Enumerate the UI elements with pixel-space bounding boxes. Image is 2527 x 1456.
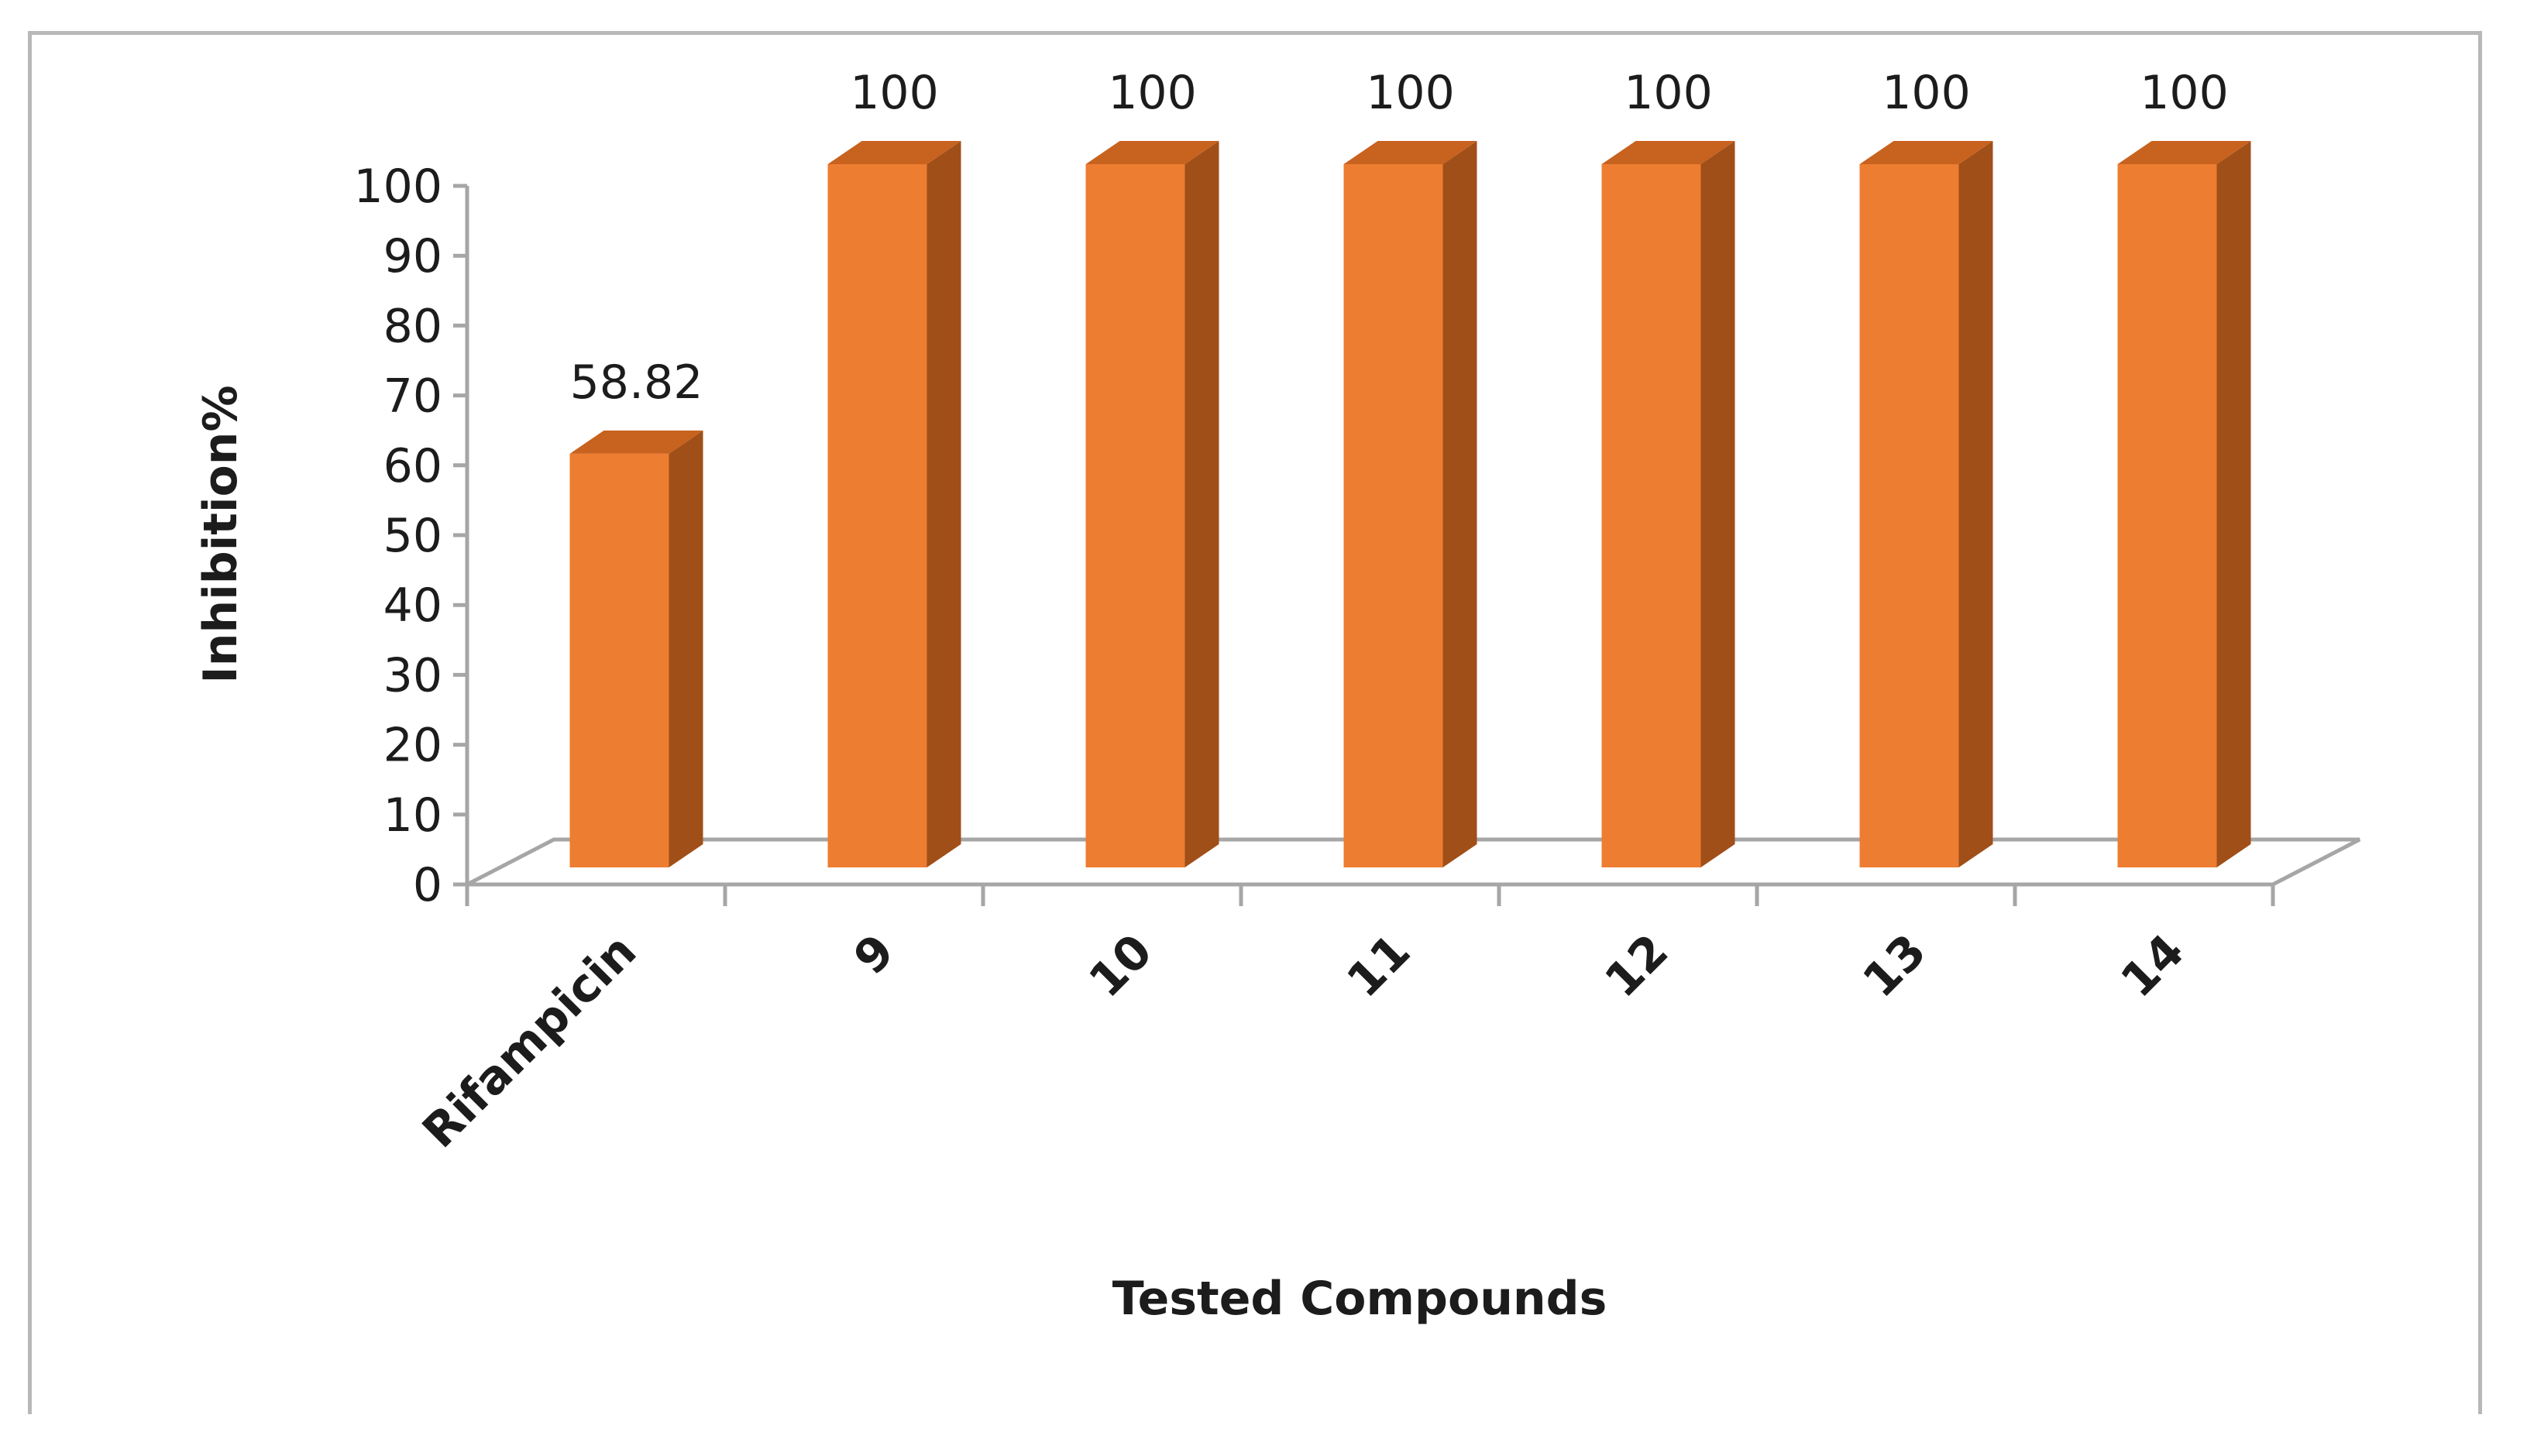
bar-series	[569, 141, 2251, 867]
data-label: 100	[1366, 66, 1455, 120]
category-label: 9	[844, 924, 905, 985]
category-label: 11	[1337, 924, 1422, 1008]
data-labels: 58.82 100 100 100 100 100 100	[570, 66, 2229, 410]
bar-front-face	[569, 453, 669, 867]
y-tick-label: 40	[383, 579, 442, 633]
bar	[827, 141, 961, 867]
bar-top-face	[1601, 141, 1735, 164]
bar-front-face	[1601, 164, 1701, 867]
category-labels: Rifampicin 9 10 11 12 13 14	[412, 924, 2195, 1159]
bar-top-face	[569, 430, 703, 454]
bar	[2117, 141, 2251, 867]
y-tick-label: 90	[383, 229, 442, 283]
category-label: 12	[1595, 924, 1680, 1008]
y-axis: 0 10 20 30 40 50 60 70 80 90 100	[353, 160, 469, 912]
category-label: 13	[1853, 924, 1937, 1008]
x-axis-title: Tested Compounds	[1112, 1272, 1607, 1326]
bar-side-face	[2216, 141, 2251, 867]
data-label: 100	[1624, 66, 1713, 120]
category-label: 14	[2111, 924, 2195, 1008]
bar-top-face	[827, 141, 961, 164]
category-label: 10	[1079, 924, 1164, 1008]
bar-side-face	[927, 141, 961, 867]
data-label: 100	[2140, 66, 2229, 120]
data-label: 100	[850, 66, 939, 120]
y-tick-label: 0	[413, 858, 442, 912]
y-axis-title: Inhibition%	[194, 385, 248, 683]
y-tick-label: 20	[383, 719, 442, 773]
data-label: 58.82	[570, 355, 703, 410]
bar-front-face	[1859, 164, 1959, 867]
bar-side-face	[1184, 141, 1219, 867]
category-label: Rifampicin	[412, 924, 647, 1159]
y-tick-label: 100	[353, 160, 442, 214]
bar-top-face	[2117, 141, 2251, 164]
bar-side-face	[669, 430, 703, 867]
bar-top-face	[1085, 141, 1219, 164]
bar	[1601, 141, 1735, 867]
bar-side-face	[1700, 141, 1735, 867]
data-label: 100	[1882, 66, 1971, 120]
data-label: 100	[1108, 66, 1197, 120]
bar-front-face	[1343, 164, 1443, 867]
chart-frame	[28, 31, 2482, 1414]
bar	[1859, 141, 1993, 867]
y-tick-label: 30	[383, 648, 442, 702]
bar-top-face	[1859, 141, 1993, 164]
bar	[1343, 141, 1477, 867]
bar	[569, 430, 703, 867]
bar-top-face	[1343, 141, 1477, 164]
y-tick-label: 50	[383, 509, 442, 563]
y-tick-label: 60	[383, 439, 442, 493]
bar-front-face	[827, 164, 927, 867]
x-axis	[465, 882, 2275, 906]
y-tick-label: 70	[383, 369, 442, 424]
bar-side-face	[1442, 141, 1477, 867]
y-tick-label: 80	[383, 299, 442, 353]
bar-front-face	[2117, 164, 2217, 867]
y-tick-label: 10	[383, 788, 442, 843]
bar-side-face	[1958, 141, 1993, 867]
bar-front-face	[1085, 164, 1185, 867]
bar	[1085, 141, 1219, 867]
